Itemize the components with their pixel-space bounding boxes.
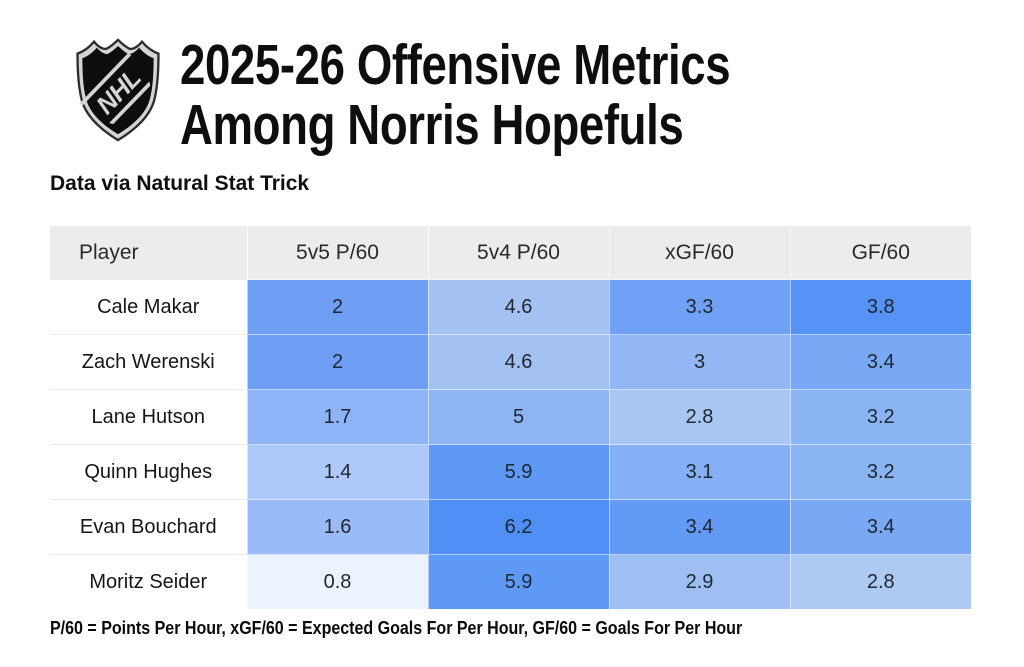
metric-value-cell: 1.7	[246, 389, 428, 445]
page-title: 2025-26 Offensive Metrics Among Norris H…	[180, 33, 731, 157]
metric-value-cell: 3.3	[608, 279, 790, 335]
table-body: Cale Makar 2 4.6 3.3 3.8 Zach Werenski 2 4.6 3 3.…	[50, 279, 971, 609]
metric-value-cell: 3.2	[789, 444, 971, 500]
metric-value-cell: 3.4	[789, 499, 971, 555]
player-name-cell: Cale Makar	[50, 279, 247, 335]
data-source-note: Data via Natural Stat Trick	[50, 172, 310, 195]
nhl-shield-logo: NHL	[72, 34, 164, 146]
metric-value-cell: 5	[427, 389, 609, 445]
player-name-cell: Zach Werenski	[50, 334, 247, 390]
table-row: Zach Werenski 2 4.6 3 3.4	[50, 334, 971, 390]
metric-value-cell: 2.8	[608, 389, 790, 445]
column-header-5v5-p60: 5v5 P/60	[246, 226, 428, 280]
metric-value-cell: 3	[608, 334, 790, 390]
table-row: Lane Hutson 1.7 5 2.8 3.2	[50, 389, 971, 445]
player-name-cell: Quinn Hughes	[50, 444, 247, 500]
metric-value-cell: 1.4	[246, 444, 428, 500]
metric-value-cell: 4.6	[427, 279, 609, 335]
metric-value-cell: 3.4	[789, 334, 971, 390]
metric-value-cell: 6.2	[427, 499, 609, 555]
metric-value-cell: 0.8	[246, 554, 428, 609]
metric-value-cell: 2	[246, 334, 428, 390]
column-header-gf60: GF/60	[789, 226, 971, 280]
header: NHL 2025-26 Offensive Metrics Among Norr…	[0, 0, 1024, 155]
metrics-table: Player 5v5 P/60 5v4 P/60 xGF/60 GF/60 Ca…	[50, 226, 971, 609]
player-name-cell: Lane Hutson	[50, 389, 247, 445]
table-row: Quinn Hughes 1.4 5.9 3.1 3.2	[50, 444, 971, 500]
player-name-cell: Evan Bouchard	[50, 499, 247, 555]
table-row: Evan Bouchard 1.6 6.2 3.4 3.4	[50, 499, 971, 555]
table-container: Player 5v5 P/60 5v4 P/60 xGF/60 GF/60 Ca…	[50, 226, 1024, 609]
metric-value-cell: 2	[246, 279, 428, 335]
metric-value-cell: 2.8	[789, 554, 971, 609]
column-header-player: Player	[50, 226, 247, 280]
player-name-cell: Moritz Seider	[50, 554, 247, 609]
table-header-row: Player 5v5 P/60 5v4 P/60 xGF/60 GF/60	[50, 226, 971, 280]
shield-face	[82, 46, 154, 135]
metric-value-cell: 4.6	[427, 334, 609, 390]
metric-value-cell: 3.8	[789, 279, 971, 335]
metric-value-cell: 3.4	[608, 499, 790, 555]
metric-value-cell: 5.9	[427, 554, 609, 609]
table-row: Cale Makar 2 4.6 3.3 3.8	[50, 279, 971, 335]
metric-value-cell: 3.1	[608, 444, 790, 500]
title-line-2: Among Norris Hopefuls	[180, 93, 684, 157]
metric-value-cell: 1.6	[246, 499, 428, 555]
metric-value-cell: 5.9	[427, 444, 609, 500]
column-header-5v4-p60: 5v4 P/60	[427, 226, 609, 280]
footnote: P/60 = Points Per Hour, xGF/60 = Expecte…	[50, 618, 743, 638]
metric-value-cell: 2.9	[608, 554, 790, 609]
table-row: Moritz Seider 0.8 5.9 2.9 2.8	[50, 554, 971, 609]
column-header-xgf60: xGF/60	[608, 226, 790, 280]
title-line-1: 2025-26 Offensive Metrics	[180, 33, 731, 97]
metric-value-cell: 3.2	[789, 389, 971, 445]
